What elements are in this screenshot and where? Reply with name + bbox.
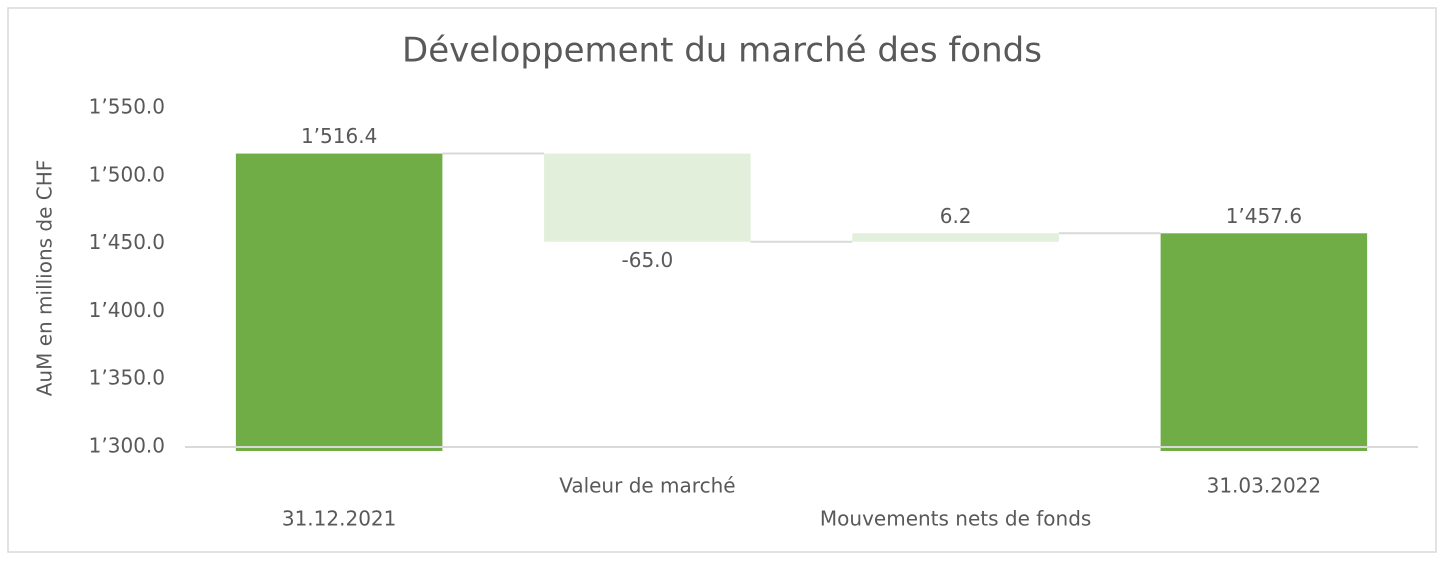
bar <box>235 153 443 452</box>
y-tick-label: 1’300.0 <box>89 434 165 458</box>
y-tick-label: 1’400.0 <box>89 298 165 322</box>
bar <box>544 153 751 242</box>
x-tick-label: Mouvements nets de fonds <box>820 507 1091 531</box>
x-tick-label: 31.12.2021 <box>282 507 397 531</box>
y-tick-label: 1’550.0 <box>89 95 165 119</box>
y-tick-label: 1’450.0 <box>89 230 165 254</box>
y-tick-label: 1’500.0 <box>89 162 165 186</box>
data-label: -65.0 <box>622 248 674 272</box>
x-tick-label: Valeur de marché <box>559 474 735 498</box>
bar <box>852 233 1059 242</box>
y-tick-label: 1’350.0 <box>89 366 165 390</box>
data-label: 6.2 <box>940 204 972 228</box>
x-tick-label: 31.03.2022 <box>1207 474 1322 498</box>
chart-title: Développement du marché des fonds <box>402 31 1042 71</box>
y-axis-label: AuM en millions de CHF <box>33 160 57 397</box>
data-label: 1’516.4 <box>301 124 377 148</box>
data-label: 1’457.6 <box>1226 204 1302 228</box>
bar <box>1160 233 1368 451</box>
